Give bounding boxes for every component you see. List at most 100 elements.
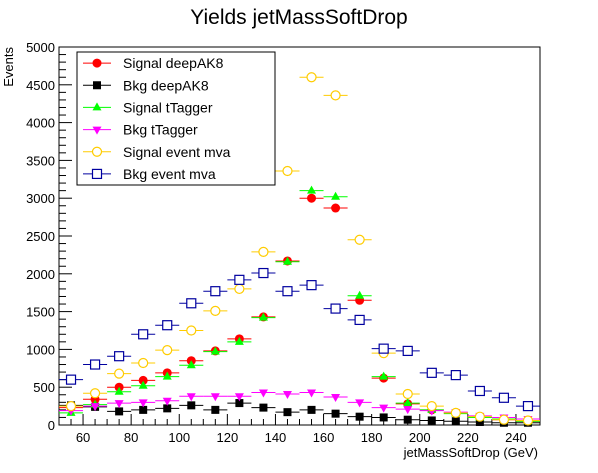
data-point	[282, 286, 293, 297]
data-point	[306, 72, 317, 83]
data-point	[210, 393, 220, 402]
data-point	[451, 417, 460, 426]
data-point	[114, 368, 125, 379]
y-tick-label: 5000	[26, 40, 55, 55]
data-point	[283, 408, 292, 417]
data-point	[258, 267, 269, 279]
data-point	[282, 165, 293, 177]
series-bkg-deepak8	[59, 399, 540, 427]
data-point	[65, 374, 77, 385]
data-point	[402, 388, 413, 400]
data-point	[379, 404, 389, 413]
data-point	[186, 325, 197, 336]
data-point	[426, 401, 437, 412]
data-point	[186, 360, 196, 369]
legend-entry: Signal deepAK8	[83, 55, 224, 71]
data-point	[89, 388, 101, 399]
data-point	[331, 409, 340, 418]
series-signal-event-mva	[59, 72, 540, 426]
legend-marker	[92, 58, 102, 68]
legend-label: Bkg deepAK8	[123, 77, 209, 93]
y-axis-label: Events	[1, 47, 16, 87]
data-point	[475, 417, 484, 426]
data-point	[378, 343, 389, 354]
y-tick-label: 2500	[26, 229, 55, 244]
data-point	[138, 357, 149, 369]
data-point	[259, 403, 268, 412]
data-point	[115, 407, 124, 416]
x-tick-label: 180	[361, 430, 383, 445]
data-point	[379, 413, 388, 422]
data-point	[427, 416, 436, 425]
data-point	[234, 393, 244, 402]
data-point	[114, 386, 124, 395]
legend: Signal deepAK8 Bkg deepAK8 Signal tTagger B…	[76, 51, 276, 186]
data-point	[354, 314, 365, 326]
legend-entry: Bkg deepAK8	[83, 77, 209, 93]
data-point	[403, 415, 412, 424]
data-point	[307, 389, 317, 398]
data-point	[258, 246, 269, 257]
legend-marker	[91, 168, 103, 180]
legend-entry: Bkg event mva	[83, 166, 216, 182]
data-point	[498, 392, 510, 403]
legend-marker	[91, 146, 103, 157]
data-point	[258, 389, 268, 398]
legend-label: Signal event mva	[123, 144, 231, 160]
legend-label: Bkg event mva	[123, 166, 216, 182]
data-point	[450, 407, 461, 419]
data-point	[450, 370, 461, 381]
legend-entry: Signal tTagger	[83, 99, 213, 115]
data-point	[210, 346, 220, 355]
data-point	[186, 393, 196, 402]
data-point	[211, 405, 220, 414]
data-point	[138, 380, 148, 389]
data-point	[210, 305, 221, 316]
data-point	[379, 371, 389, 380]
data-point	[306, 280, 317, 291]
x-tick-label: 140	[265, 430, 287, 445]
legend-marker	[92, 102, 102, 111]
data-point	[162, 345, 173, 356]
data-point	[403, 406, 413, 415]
x-tick-label: 240	[505, 430, 527, 445]
x-tick-label: 220	[457, 430, 479, 445]
legend-marker	[93, 81, 101, 90]
data-point	[355, 399, 365, 408]
data-point	[234, 283, 245, 295]
data-point	[426, 367, 437, 378]
y-tick-label: 0	[48, 418, 55, 433]
y-tick-label: 3000	[26, 191, 55, 206]
y-tick-label: 3500	[26, 153, 55, 168]
data-point	[89, 359, 101, 370]
data-point	[402, 345, 413, 357]
data-point	[282, 391, 292, 400]
y-tick-label: 2000	[26, 267, 55, 282]
x-tick-label: 80	[124, 430, 138, 445]
data-point	[331, 394, 341, 403]
data-point	[65, 401, 77, 412]
data-point	[498, 414, 510, 425]
data-point	[474, 411, 485, 422]
plot-area: 60 80 100 120 140 160 180 200 220 240 0 500 1000 1500…	[26, 40, 541, 445]
data-point	[330, 90, 341, 101]
y-tick-label: 500	[33, 380, 55, 395]
legend-marker	[92, 126, 102, 135]
data-point	[307, 193, 317, 203]
data-point	[307, 405, 316, 414]
x-tick-label: 200	[409, 430, 431, 445]
data-point	[187, 401, 196, 410]
data-point	[234, 274, 245, 285]
data-point	[474, 385, 485, 397]
y-tick-label: 1000	[26, 342, 55, 357]
data-point	[138, 329, 149, 340]
data-point	[114, 400, 124, 409]
x-tick-label: 160	[313, 430, 335, 445]
x-tick-label: 120	[216, 430, 238, 445]
data-point	[114, 351, 125, 362]
data-point	[90, 403, 100, 412]
chart-title: Yields jetMassSoftDrop	[190, 6, 407, 29]
data-point	[162, 397, 172, 406]
legend-entry: Bkg tTagger	[83, 122, 198, 138]
